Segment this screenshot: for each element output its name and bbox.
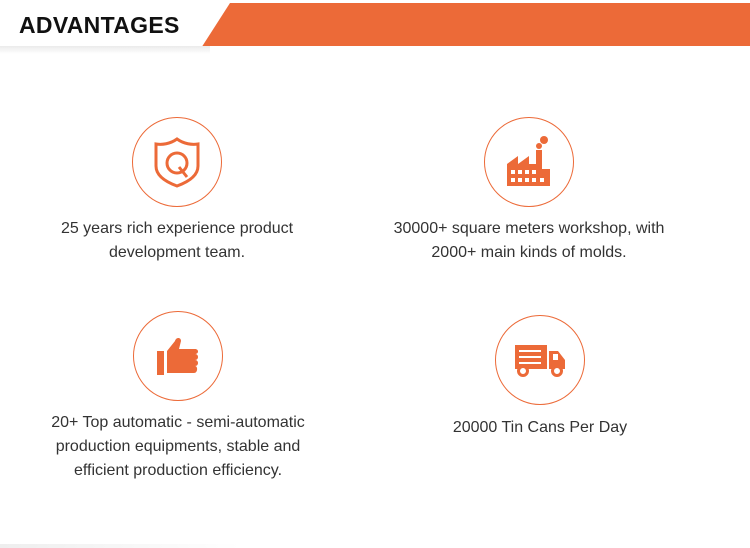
advantage-item: 20+ Top automatic - semi-automatic produ… (8, 311, 348, 483)
section-title: ADVANTAGES (19, 12, 180, 38)
thumbs-up-icon (157, 338, 198, 375)
delivery-truck-icon (515, 345, 565, 377)
quality-shield-icon (154, 137, 200, 188)
advantage-text: 25 years rich experience product develop… (60, 220, 294, 261)
icon-circle (495, 315, 585, 405)
header-shadow (0, 46, 210, 54)
advantage-text: 20000 Tin Cans Per Day (452, 419, 628, 436)
factory-icon (507, 136, 550, 186)
header-bar (200, 3, 750, 46)
advantage-item: 25 years rich experience product develop… (7, 117, 347, 265)
icon-circle (484, 117, 574, 207)
advantage-text: 30000+ square meters workshop, with 2000… (393, 220, 665, 261)
advantage-item: 30000+ square meters workshop, with 2000… (359, 117, 699, 265)
advantage-text: 20+ Top automatic - semi-automatic produ… (51, 414, 305, 479)
header-label-bg (0, 3, 230, 46)
icon-circle (133, 311, 223, 401)
icon-circle (132, 117, 222, 207)
bottom-divider (0, 544, 240, 548)
advantage-item: 20000 Tin Cans Per Day (370, 315, 710, 440)
